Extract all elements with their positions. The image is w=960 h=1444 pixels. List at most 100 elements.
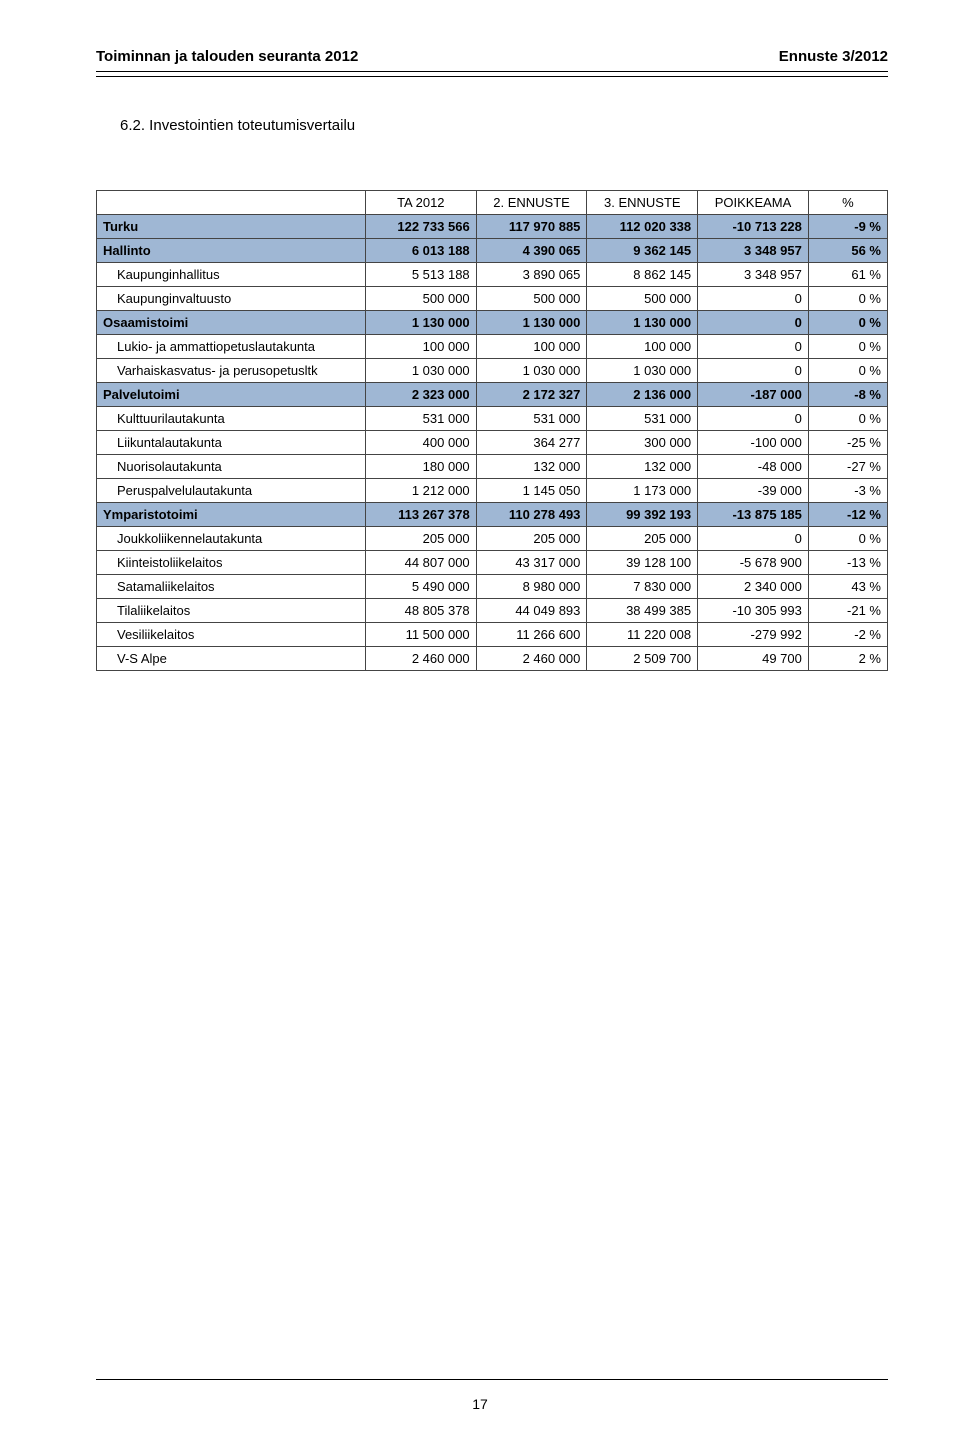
row-value: 531 000 — [365, 407, 476, 431]
row-value: 43 317 000 — [476, 551, 587, 575]
row-value: 5 513 188 — [365, 263, 476, 287]
row-value: 0 — [698, 311, 809, 335]
row-label: Liikuntalautakunta — [97, 431, 366, 455]
row-value: 1 145 050 — [476, 479, 587, 503]
row-value: 500 000 — [587, 287, 698, 311]
table-header-row: TA 20122. ENNUSTE3. ENNUSTEPOIKKEAMA% — [97, 191, 888, 215]
row-value: 3 348 957 — [698, 239, 809, 263]
row-value: 99 392 193 — [587, 503, 698, 527]
row-value: -100 000 — [698, 431, 809, 455]
table-row: Vesiliikelaitos11 500 00011 266 60011 22… — [97, 623, 888, 647]
row-value: 61 % — [808, 263, 887, 287]
header-rule-top — [96, 71, 888, 72]
row-value: 180 000 — [365, 455, 476, 479]
row-value: -12 % — [808, 503, 887, 527]
row-value: 48 805 378 — [365, 599, 476, 623]
row-value: -10 713 228 — [698, 215, 809, 239]
row-value: 49 700 — [698, 647, 809, 671]
row-value: -9 % — [808, 215, 887, 239]
table-row: Osaamistoimi1 130 0001 130 0001 130 0000… — [97, 311, 888, 335]
row-value: 44 049 893 — [476, 599, 587, 623]
row-value: 11 500 000 — [365, 623, 476, 647]
row-value: 364 277 — [476, 431, 587, 455]
row-value: 1 130 000 — [365, 311, 476, 335]
header-left: Toiminnan ja talouden seuranta 2012 — [96, 48, 358, 65]
row-label: Tilaliikelaitos — [97, 599, 366, 623]
row-value: 0 — [698, 287, 809, 311]
row-label: Peruspalvelulautakunta — [97, 479, 366, 503]
row-value: 2 172 327 — [476, 383, 587, 407]
table-row: Ymparistotoimi113 267 378110 278 49399 3… — [97, 503, 888, 527]
row-label: Vesiliikelaitos — [97, 623, 366, 647]
row-value: 1 030 000 — [476, 359, 587, 383]
table-row: Liikuntalautakunta400 000364 277300 000-… — [97, 431, 888, 455]
row-value: -3 % — [808, 479, 887, 503]
row-value: 9 362 145 — [587, 239, 698, 263]
row-value: -10 305 993 — [698, 599, 809, 623]
row-value: 1 212 000 — [365, 479, 476, 503]
row-value: 44 807 000 — [365, 551, 476, 575]
row-value: 300 000 — [587, 431, 698, 455]
row-value: 11 220 008 — [587, 623, 698, 647]
row-value: 39 128 100 — [587, 551, 698, 575]
row-value: -187 000 — [698, 383, 809, 407]
table-row: Peruspalvelulautakunta1 212 0001 145 050… — [97, 479, 888, 503]
row-value: 2 340 000 — [698, 575, 809, 599]
row-label: Hallinto — [97, 239, 366, 263]
row-label: Kaupunginhallitus — [97, 263, 366, 287]
row-value: 0 % — [808, 335, 887, 359]
row-value: 8 980 000 — [476, 575, 587, 599]
row-value: 3 348 957 — [698, 263, 809, 287]
row-label: Kulttuurilautakunta — [97, 407, 366, 431]
row-value: 132 000 — [587, 455, 698, 479]
table-header-cell: 3. ENNUSTE — [587, 191, 698, 215]
row-value: 500 000 — [476, 287, 587, 311]
row-value: 0 % — [808, 311, 887, 335]
row-value: 0 — [698, 359, 809, 383]
table-row: V-S Alpe2 460 0002 460 0002 509 70049 70… — [97, 647, 888, 671]
row-value: 117 970 885 — [476, 215, 587, 239]
row-value: 132 000 — [476, 455, 587, 479]
row-value: -48 000 — [698, 455, 809, 479]
table-header-cell — [97, 191, 366, 215]
row-value: 3 890 065 — [476, 263, 587, 287]
row-value: 2 % — [808, 647, 887, 671]
table-row: Kaupunginvaltuusto500 000500 000500 0000… — [97, 287, 888, 311]
row-value: 2 509 700 — [587, 647, 698, 671]
row-value: 100 000 — [365, 335, 476, 359]
section-title: 6.2. Investointien toteutumisvertailu — [120, 117, 888, 134]
row-label: Kiinteistoliikelaitos — [97, 551, 366, 575]
row-value: 122 733 566 — [365, 215, 476, 239]
investments-table: TA 20122. ENNUSTE3. ENNUSTEPOIKKEAMA% Tu… — [96, 190, 888, 671]
row-value: -13 875 185 — [698, 503, 809, 527]
row-value: 205 000 — [476, 527, 587, 551]
row-value: 0 — [698, 335, 809, 359]
row-value: -21 % — [808, 599, 887, 623]
row-value: 113 267 378 — [365, 503, 476, 527]
row-value: -13 % — [808, 551, 887, 575]
row-label: Turku — [97, 215, 366, 239]
row-label: Palvelutoimi — [97, 383, 366, 407]
row-value: 400 000 — [365, 431, 476, 455]
table-row: Varhaiskasvatus- ja perusopetusltk1 030 … — [97, 359, 888, 383]
table-header-cell: 2. ENNUSTE — [476, 191, 587, 215]
row-label: Lukio- ja ammattiopetuslautakunta — [97, 335, 366, 359]
row-value: 4 390 065 — [476, 239, 587, 263]
table-row: Hallinto6 013 1884 390 0659 362 1453 348… — [97, 239, 888, 263]
row-value: 110 278 493 — [476, 503, 587, 527]
row-value: 5 490 000 — [365, 575, 476, 599]
row-value: 531 000 — [476, 407, 587, 431]
row-label: Ymparistotoimi — [97, 503, 366, 527]
table-header-cell: POIKKEAMA — [698, 191, 809, 215]
page-header: Toiminnan ja talouden seuranta 2012 Ennu… — [96, 48, 888, 71]
row-value: 2 136 000 — [587, 383, 698, 407]
row-value: 100 000 — [476, 335, 587, 359]
row-value: -2 % — [808, 623, 887, 647]
row-value: 1 173 000 — [587, 479, 698, 503]
row-value: -27 % — [808, 455, 887, 479]
row-label: Nuorisolautakunta — [97, 455, 366, 479]
row-value: -39 000 — [698, 479, 809, 503]
row-value: 205 000 — [365, 527, 476, 551]
row-label: Osaamistoimi — [97, 311, 366, 335]
row-value: 0 % — [808, 359, 887, 383]
